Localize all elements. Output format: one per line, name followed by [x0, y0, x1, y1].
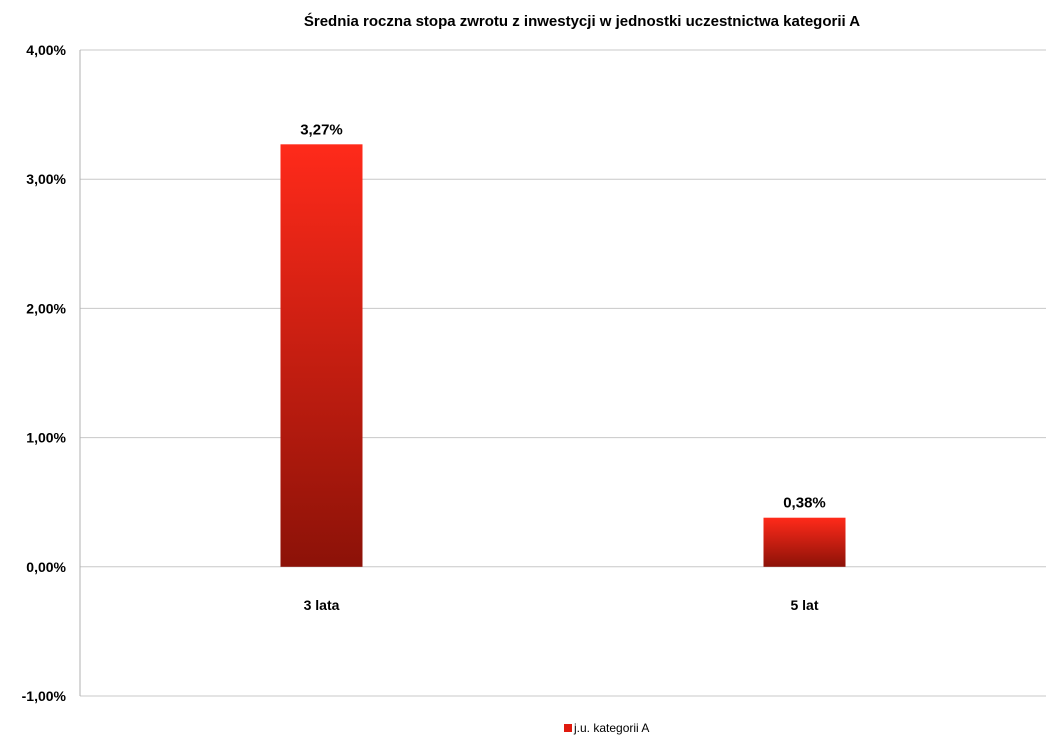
y-tick-label: 3,00% [26, 171, 66, 187]
y-tick-label: 4,00% [26, 42, 66, 58]
y-tick-label: 2,00% [26, 300, 66, 316]
x-tick-label: 5 lat [790, 597, 818, 613]
bars [280, 144, 846, 567]
chart-title: Średnia roczna stopa zwrotu z inwestycji… [304, 12, 860, 30]
bar [763, 517, 846, 567]
y-tick-label: -1,00% [22, 688, 67, 704]
y-tick-label: 0,00% [26, 559, 66, 575]
legend-swatch [564, 724, 572, 732]
data-label: 3,27% [300, 121, 343, 138]
x-tick-label: 3 lata [304, 597, 340, 613]
gridlines [80, 49, 1046, 697]
x-axis-tick-labels: 3 lata 5 lat [304, 597, 819, 613]
bar [280, 144, 363, 567]
data-labels: 3,27% 0,38% [300, 121, 826, 511]
y-tick-label: 1,00% [26, 430, 66, 446]
legend: j.u. kategorii A [564, 721, 649, 735]
data-label: 0,38% [783, 495, 826, 512]
y-axis-tick-labels: 4,00% 3,00% 2,00% 1,00% 0,00% -1,00% [22, 42, 67, 704]
legend-label: j.u. kategorii A [573, 721, 649, 735]
